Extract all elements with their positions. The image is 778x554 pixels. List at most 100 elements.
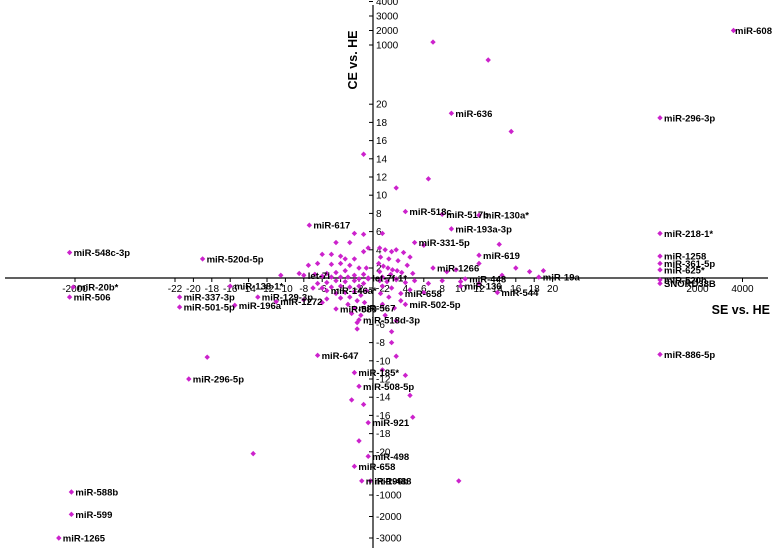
data-point [328,251,335,258]
labels-group: miR-608 miR-296-3p miR-636 miR-518cmiR-517b… [63,26,772,545]
point-label: miR-886-5p [664,350,715,361]
point-label: miR-448 [469,274,506,285]
labeled-data-point [56,535,62,541]
point-label: miR-361-5p [664,259,715,270]
y-tick-label: 4000 [376,0,399,8]
data-point [351,288,358,295]
data-point [526,268,533,275]
data-point [324,296,330,302]
x-tick-label: -20 [186,284,201,295]
data-point [348,397,355,403]
data-point [476,260,482,267]
data-point [360,151,367,157]
point-label: miR-138-1* [234,282,283,293]
data-point [319,273,325,279]
point-label: miR-146a* [331,286,377,297]
data-point [363,265,370,271]
data-point [410,414,416,420]
point-label: miR-337-3p [184,293,235,304]
point-label: miR-658 [358,462,395,473]
data-point [358,312,364,318]
labeled-data-point [273,298,279,305]
data-point [391,305,398,311]
y-tick-label: -8 [376,338,385,349]
point-label: miR-517b [446,210,489,221]
data-point [444,268,450,275]
point-label: miR-599 [75,510,112,521]
point-label: SNORD38B [664,279,716,290]
labeled-data-point [730,27,737,34]
data-point [476,280,482,287]
data-point [356,276,362,282]
labeled-data-point [333,306,339,312]
labeled-data-point [351,463,358,470]
labeled-data-point [657,277,663,283]
data-point [360,280,367,287]
labeled-data-point [657,280,663,287]
y-tick-label: 4 [376,245,382,256]
x-tick-label: -2 [355,284,364,295]
labeled-data-point [430,265,436,271]
data-point [365,245,371,251]
labeled-data-point [66,294,73,300]
data-point [347,262,353,268]
y-tick-label: -12 [376,375,391,386]
x-tick-label: 2 [384,284,390,295]
point-label: miR-502-5p [409,300,460,311]
data-point [485,57,491,63]
data-point [376,268,383,275]
point-label: miR-498 [372,452,409,463]
labeled-data-point [536,274,542,280]
data-point [388,248,395,255]
data-point [430,39,436,45]
data-point [345,301,351,308]
point-label: miR-130a* [483,211,529,222]
data-point [376,245,383,251]
data-point [356,438,362,444]
y-tick-label: 2000 [376,26,399,37]
data-point [376,278,383,284]
data-point [393,277,399,283]
data-point [348,310,355,317]
point-label: miR-608 [735,26,772,37]
data-point [385,265,391,271]
data-point [363,288,370,294]
data-point [379,301,386,308]
labeled-data-point [306,222,313,228]
data-point [410,270,416,277]
data-point [319,285,325,291]
data-point [388,285,395,291]
data-point [312,271,318,278]
labeled-data-point [411,239,418,246]
data-point [508,128,514,135]
point-label: miR-506 [74,293,111,304]
data-point [382,247,388,253]
data-point [379,230,386,237]
point-label: miR-619 [483,251,520,262]
point-label: miR-1266 [437,264,479,275]
point-label: miR-196a [239,301,282,312]
labeled-data-point [227,283,233,289]
data-point [342,289,348,296]
data-point [376,260,382,267]
data-point [404,262,410,268]
data-point [387,271,394,278]
y-tick-label: -1000 [376,491,402,502]
point-label: miR-617 [313,221,350,232]
data-point [356,265,362,271]
data-point [354,298,360,304]
y-tick-label: -4 [376,302,385,313]
labeled-data-point [365,453,371,460]
y-tick-label: 2 [376,264,382,275]
data-point [342,278,348,285]
data-point [377,254,384,260]
y-tick-label: 14 [376,154,388,165]
point-label: miR-588b [75,488,118,499]
point-label: miR-1258 [664,252,706,263]
data-point [333,269,339,276]
data-point [351,230,358,237]
x-tick-label: -4 [336,284,345,295]
point-label: miR-331-5p [419,238,470,249]
x-tick-label: 14 [492,284,504,295]
